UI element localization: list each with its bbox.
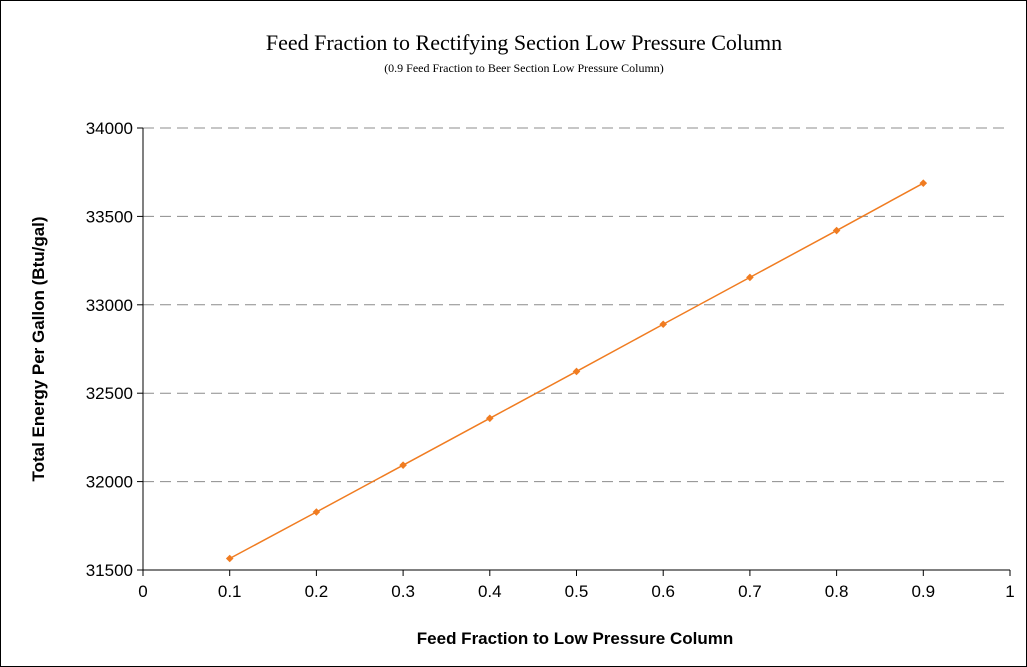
data-point-marker bbox=[919, 179, 928, 187]
x-tick-label: 0.6 bbox=[651, 582, 675, 601]
chart-title: Feed Fraction to Rectifying Section Low … bbox=[266, 30, 782, 55]
data-point-marker bbox=[572, 367, 581, 376]
data-point-marker bbox=[486, 414, 494, 423]
y-tick-label: 32000 bbox=[86, 473, 133, 492]
data-point-marker bbox=[746, 273, 754, 282]
y-tick-label: 34000 bbox=[86, 119, 133, 138]
x-tick-label: 0.5 bbox=[565, 582, 589, 601]
x-tick-label: 0 bbox=[138, 582, 147, 601]
x-tick-label: 0.7 bbox=[738, 582, 762, 601]
y-tick-label: 31500 bbox=[86, 561, 133, 580]
x-tick-label: 0.9 bbox=[911, 582, 935, 601]
y-axis-label: Total Energy Per Gallon (Btu/gal) bbox=[29, 216, 48, 481]
x-tick-label: 0.1 bbox=[218, 582, 242, 601]
tick-labels: 31500 32000 32500 33000 33500 34000 0 0.1 0.2 0.3… bbox=[86, 119, 1015, 601]
x-tick-label: 1 bbox=[1005, 582, 1014, 601]
grid-lines bbox=[143, 127, 1010, 483]
chart-subtitle: (0.9 Feed Fraction to Beer Section Low P… bbox=[384, 61, 664, 75]
x-tick-label: 0.8 bbox=[825, 582, 849, 601]
x-tick-label: 0.4 bbox=[478, 582, 502, 601]
y-tick-label: 32500 bbox=[86, 384, 133, 403]
data-point-marker bbox=[832, 226, 841, 235]
x-axis-label: Feed Fraction to Low Pressure Column bbox=[417, 629, 733, 648]
series bbox=[225, 179, 928, 563]
data-point-marker bbox=[312, 508, 321, 516]
data-point-marker bbox=[225, 554, 234, 563]
x-tick-label: 0.3 bbox=[391, 582, 415, 601]
y-tick-label: 33000 bbox=[86, 296, 133, 315]
data-point-marker bbox=[399, 461, 407, 469]
data-point-marker bbox=[659, 320, 667, 329]
y-tick-label: 33500 bbox=[86, 207, 133, 226]
x-tick-label: 0.2 bbox=[305, 582, 329, 601]
axes bbox=[137, 127, 1011, 576]
